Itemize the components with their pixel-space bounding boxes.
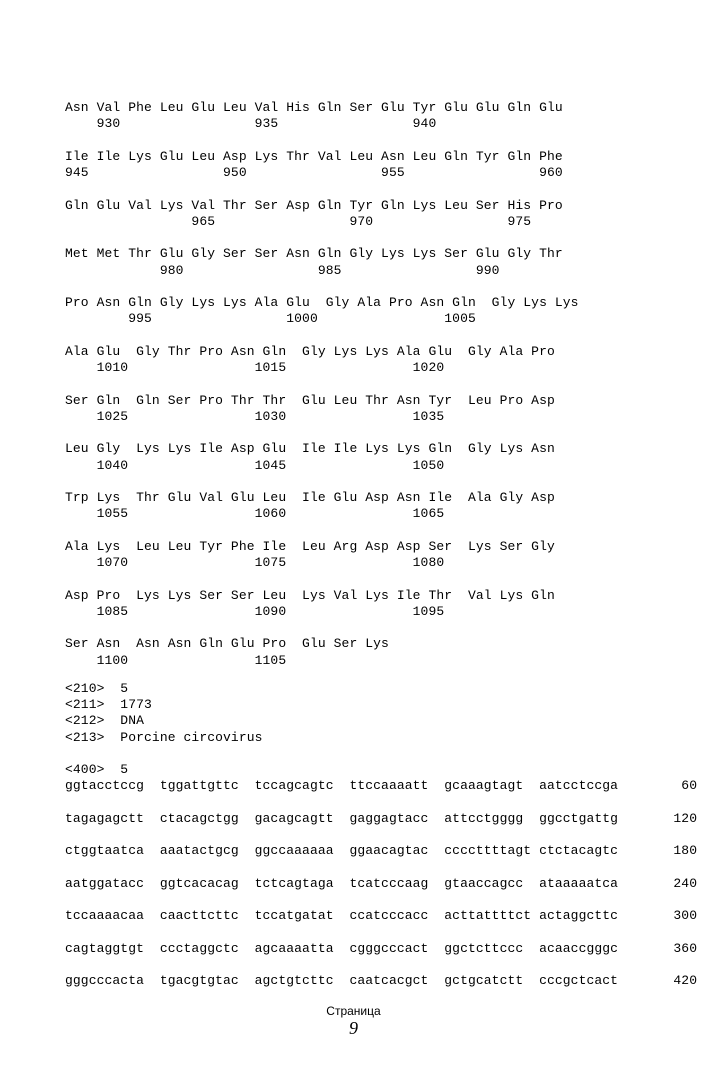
protein-sequence-block: Asn Val Phe Leu Glu Leu Val His Gln Ser …: [65, 100, 642, 669]
page-root: Asn Val Phe Leu Glu Leu Val His Gln Ser …: [0, 0, 707, 1079]
page-footer: Страница 9: [65, 1004, 642, 1039]
sequence-metadata-block: <210> 5 <211> 1773 <212> DNA <213> Porci…: [65, 681, 642, 779]
nucleotide-sequence-block: ggtacctccg tggattgttc tccagcagtc ttccaaa…: [65, 778, 642, 989]
page-number: 9: [349, 1018, 358, 1038]
footer-label: Страница: [326, 1004, 380, 1018]
